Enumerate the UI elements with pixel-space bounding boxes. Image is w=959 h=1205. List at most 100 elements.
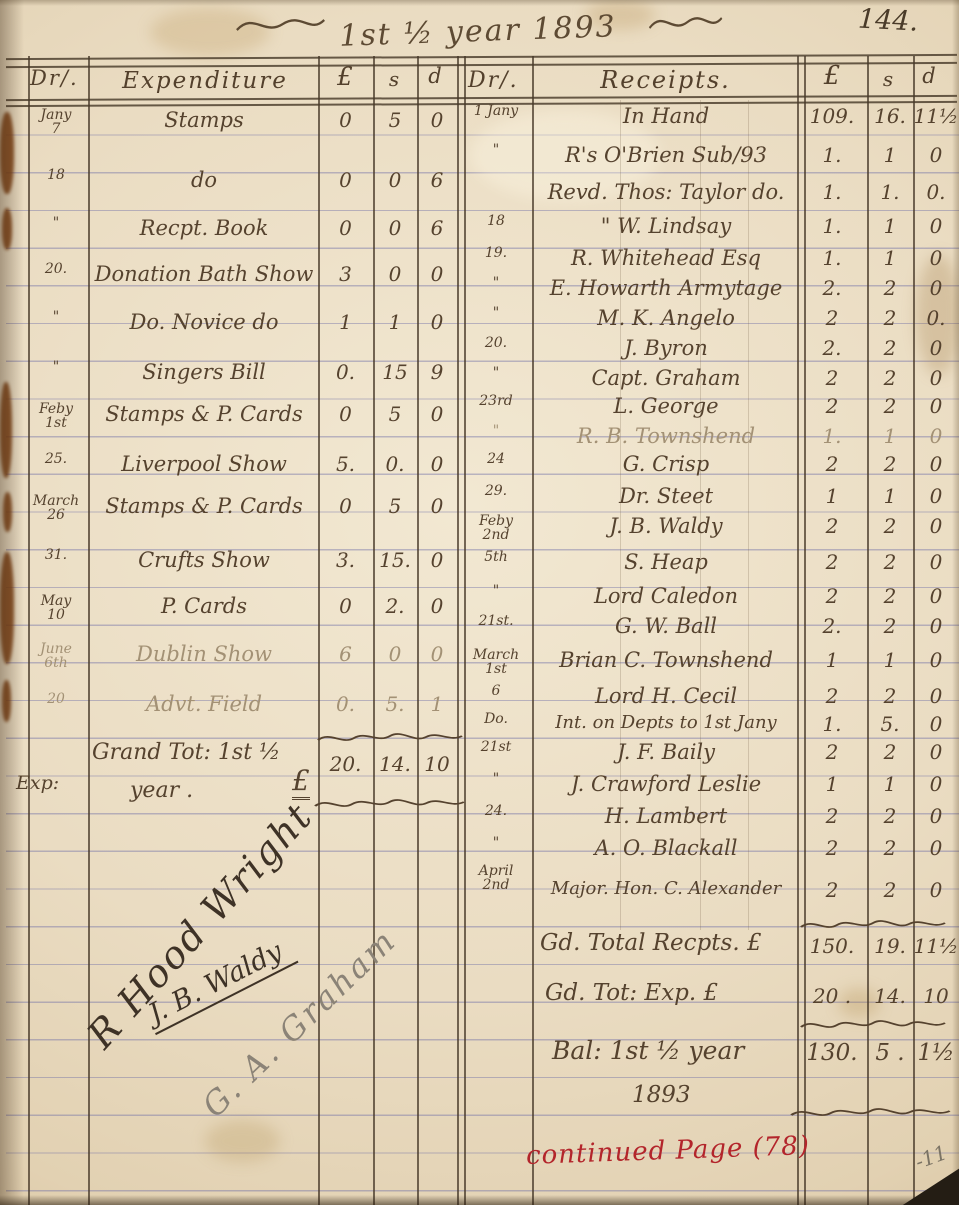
entry-description: Crufts Show — [138, 548, 270, 572]
entry-date: 29. — [484, 483, 508, 499]
grand-total-receipts-label: Gd. Total Recpts. £ — [540, 930, 762, 956]
stain — [150, 8, 270, 56]
entry-pence: 9 — [430, 360, 444, 384]
entry-date: 18 — [47, 167, 65, 183]
stain — [838, 988, 880, 1018]
entry-shillings: 2 — [883, 306, 897, 330]
entry-description: J. F. Baily — [616, 740, 716, 764]
entry-description: S. Heap — [624, 550, 708, 574]
expenditure-header: Expenditure — [122, 68, 288, 94]
entry-shillings: 0 — [388, 216, 402, 240]
total-pence: 11½ — [913, 934, 959, 958]
entry-pence: 6 — [430, 216, 444, 240]
shillings-header-left: s — [388, 67, 402, 91]
column-line — [532, 56, 534, 1205]
receipt-row: 23rd L. George 2 2 0 — [0, 394, 959, 432]
entry-date: 25. — [44, 451, 68, 467]
entry-pounds: 1. — [822, 180, 842, 204]
total-pounds: 130. — [806, 1040, 858, 1066]
entry-pence: 11½ — [913, 104, 959, 128]
entry-pounds: 1. — [822, 143, 842, 167]
receipt-row: Feby 2nd J. B. Waldy 2 2 0 — [0, 514, 959, 552]
entry-date: " — [492, 423, 500, 439]
entry-pence: 0 — [929, 214, 943, 238]
entry-shillings: 5. — [385, 692, 405, 716]
entry-description: Advt. Field — [145, 692, 263, 716]
entry-pounds: 2 — [825, 394, 839, 418]
page-title: 1st ½ year 1893 — [338, 9, 618, 54]
rust-mark — [2, 208, 12, 250]
receipt-row: 24 G. Crisp 2 2 0 — [0, 452, 959, 490]
grand-total-expenditure-label: Gd. Tot: Exp. £ — [545, 980, 719, 1006]
entry-shillings: 2 — [883, 740, 897, 764]
receipt-row: " Lord Caledon 2 2 0 — [0, 584, 959, 622]
entry-pence: 0 — [929, 514, 943, 538]
entry-shillings: 16. — [874, 104, 906, 128]
entry-date: " — [492, 305, 500, 321]
entry-shillings: 2 — [883, 336, 897, 360]
entry-pounds: 2. — [822, 614, 842, 638]
entry-pounds: 2. — [822, 276, 842, 300]
entry-shillings: 2 — [883, 550, 897, 574]
entry-shillings: 2 — [883, 452, 897, 476]
entry-pounds: 2 — [825, 550, 839, 574]
entry-pence: 0 — [929, 648, 943, 672]
entry-pounds: 5. — [335, 452, 356, 476]
column-line — [804, 56, 806, 1205]
entry-description: G. Crisp — [622, 452, 710, 476]
entry-date: " — [492, 835, 500, 851]
entry-date: March 26 — [32, 493, 80, 523]
entry-shillings: 2 — [883, 684, 897, 708]
entry-pence: 0 — [929, 424, 943, 448]
entry-description: Donation Bath Show — [94, 262, 314, 286]
right-edge-shadow — [952, 0, 959, 1205]
bottom-edge-shadow — [0, 1195, 959, 1205]
guide-line — [748, 100, 749, 930]
guide-line — [620, 100, 621, 930]
entry-pence: 0 — [929, 836, 943, 860]
receipt-row: " R. B. Townshend 1. 1 0 — [0, 424, 959, 462]
entry-pounds: 2 — [825, 514, 839, 538]
stain — [470, 110, 660, 200]
entry-description: P. Cards — [160, 594, 248, 618]
column-line — [913, 56, 915, 1205]
entry-pounds: 1. — [822, 246, 842, 270]
entry-shillings: 2 — [883, 584, 897, 608]
entry-date: 20. — [484, 335, 508, 351]
total-shillings: 14. — [874, 984, 906, 1008]
entry-date: 19. — [484, 245, 508, 261]
entry-pounds: 0 — [339, 594, 352, 618]
entry-date: 6 — [491, 683, 501, 699]
entry-description: J. B. Waldy — [609, 514, 723, 538]
pounds-header-right: £ — [823, 61, 843, 91]
entry-pounds: 1 — [825, 484, 839, 508]
entry-pence: 0 — [929, 772, 943, 796]
entry-description: R. B. Townshend — [576, 424, 756, 448]
entry-description: Brian C. Townshend — [559, 648, 773, 672]
entry-date: 24 — [487, 451, 505, 467]
entry-date: 31. — [44, 547, 68, 563]
total-shillings: 5 . — [875, 1040, 905, 1066]
entry-shillings: 5. — [880, 712, 900, 736]
entry-shillings: 15. — [379, 548, 411, 572]
expenditure-row: June 6th Dublin Show 6 0 0 — [0, 642, 959, 680]
receipt-row: 21st J. F. Baily 2 2 0 — [0, 740, 959, 778]
entry-pounds: 0 — [339, 402, 352, 426]
entry-date: Feby 2nd — [478, 513, 514, 543]
entry-description: Liverpool Show — [121, 452, 287, 476]
entry-shillings: 5 — [388, 494, 402, 518]
expenditure-total-pound-sign: £ — [292, 764, 310, 800]
entry-description: Revd. Thos: Taylor do. — [547, 180, 785, 204]
entry-date: 21st — [480, 739, 512, 755]
entry-pence: 0 — [929, 394, 943, 418]
entry-shillings: 0 — [388, 642, 402, 666]
entry-shillings: 2 — [883, 276, 897, 300]
entry-shillings: 5 — [388, 108, 402, 132]
receipt-row: March 1st Brian C. Townshend 1 1 0 — [0, 648, 959, 686]
column-line — [28, 56, 30, 1205]
entry-pounds: 0. — [335, 692, 356, 716]
balance-row: 130. 5 . 1½ — [0, 1040, 959, 1078]
ruled-lines — [6, 98, 959, 1205]
entry-shillings: 2 — [883, 614, 897, 638]
rust-mark — [2, 680, 11, 722]
